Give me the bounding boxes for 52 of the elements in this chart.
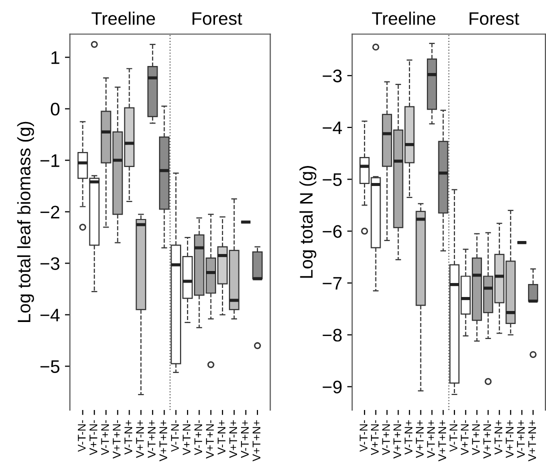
x-tick-label: V-T-N- — [78, 420, 86, 452]
x-tick-label: V-T-N+ — [124, 420, 132, 455]
x-tick-label: V+T+N+ — [252, 420, 260, 462]
x-tick-label: V+T-N- — [90, 420, 98, 456]
x-tick-label: V-T+N- — [382, 420, 390, 456]
y-tick-label: −5 — [40, 360, 60, 373]
x-tick-label: V+T-N+ — [416, 420, 424, 458]
x-tick-label: V+T+N+ — [438, 420, 446, 462]
x-tick-label: V+T-N- — [460, 420, 469, 456]
y-tick-label: −9 — [322, 380, 342, 394]
x-tick-label: V+T-N+ — [229, 420, 238, 458]
y-tick-label: −5 — [322, 173, 342, 186]
x-tick-label: V+T-N- — [371, 420, 379, 456]
x-tick-label: V-T-N+ — [494, 420, 502, 455]
x-tick-label: V+T+N- — [112, 420, 121, 459]
x-tick-label: V+T+N- — [206, 420, 214, 459]
x-tick-label: V+T-N- — [182, 420, 190, 456]
y-tick-label: −3 — [322, 70, 342, 82]
x-tick-label: V-T-N- — [450, 420, 458, 452]
text: Forest — [470, 12, 520, 25]
y-tick-label: −7 — [322, 277, 342, 290]
x-tick-label: V-T+N+ — [148, 420, 156, 458]
y-axis-title: Log total N (g) — [299, 166, 316, 278]
x-tick-label: V-T+N- — [194, 420, 202, 456]
y-tick-label: 0 — [50, 102, 60, 116]
x-tick-label: V-T+N+ — [517, 420, 525, 458]
text: Treeline — [372, 12, 436, 25]
x-tick-label: V+T+N- — [483, 420, 492, 459]
x-tick-label: V-T+N+ — [427, 420, 435, 458]
y-tick-label: −3 — [40, 257, 60, 270]
x-tick-label: V-T+N+ — [241, 420, 249, 458]
y-axis-title: Log total leaf biomass (g) — [17, 122, 34, 322]
y-tick-label: 1 — [52, 51, 60, 64]
text: Treeline — [92, 12, 155, 25]
y-tick-label: −1 — [40, 154, 60, 167]
y-tick-label: −4 — [40, 308, 60, 322]
y-tick-label: −8 — [322, 328, 342, 342]
x-tick-label: V-T-N- — [360, 420, 368, 452]
x-tick-label: V+T+N+ — [159, 420, 168, 462]
y-tick-label: −2 — [40, 206, 60, 218]
x-tick-label: V-T-N+ — [218, 420, 226, 455]
text: Forest — [192, 12, 242, 25]
x-tick-label: V+T+N- — [393, 420, 402, 459]
y-tick-label: −6 — [322, 225, 342, 238]
x-tick-label: V+T-N+ — [136, 420, 144, 458]
y-tick-label: −4 — [322, 122, 342, 134]
x-tick-label: V+T-N+ — [506, 420, 514, 458]
x-tick-label: V+T+N+ — [528, 420, 536, 462]
x-tick-label: V-T+N- — [101, 420, 109, 456]
x-tick-label: V-T-N+ — [404, 420, 412, 455]
x-tick-label: V-T+N- — [472, 420, 480, 456]
x-tick-label: V-T-N- — [171, 420, 179, 452]
